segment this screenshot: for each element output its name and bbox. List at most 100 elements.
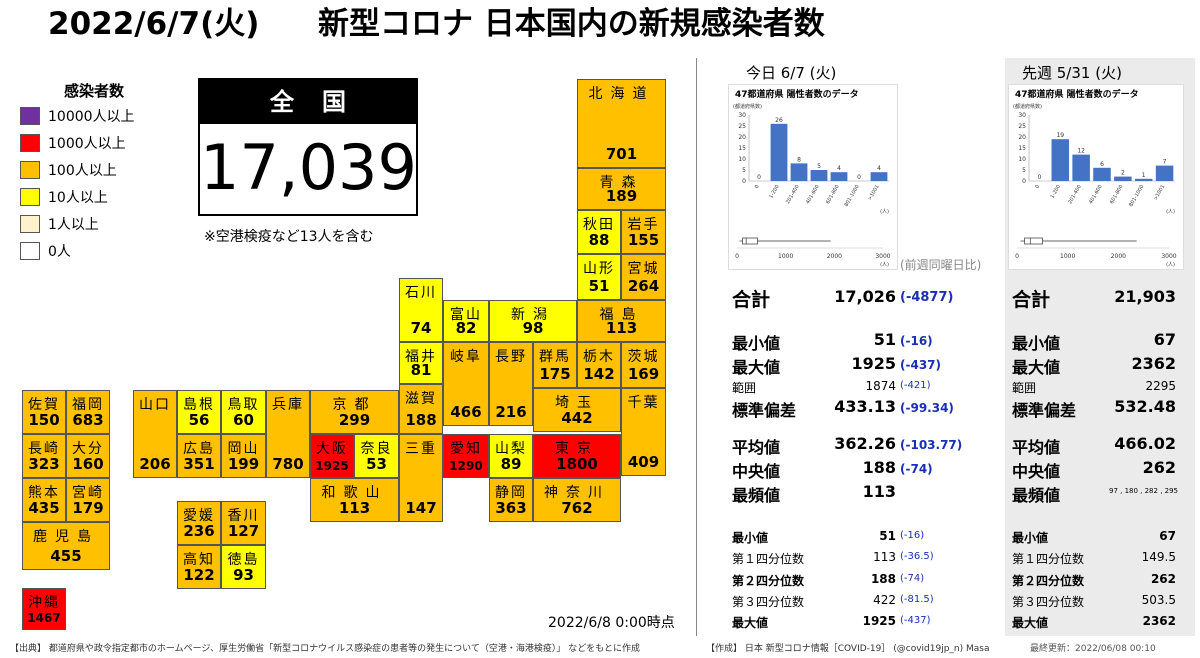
prefecture-value: 56 [188, 411, 210, 429]
prefecture-tile: 徳島 93 [221, 545, 266, 589]
prefecture-value: 780 [272, 455, 304, 473]
title-text: 新型コロナ 日本国内の新規感染者数 [318, 6, 825, 42]
today-median-label: 中央値 [732, 462, 781, 481]
last-week-header: 先週 5/31 (火) [1022, 64, 1122, 82]
comparison-label: (前週同曜日比) [900, 258, 982, 272]
prefecture-tile: 愛知 1290 [443, 434, 489, 478]
prefecture-name: 島根 [183, 397, 215, 413]
prefecture-value: 1290 [449, 459, 483, 473]
prefecture-tile: 島根 56 [177, 390, 221, 434]
prefecture-value: 363 [495, 499, 527, 517]
prefecture-name: 和歌山 [321, 485, 388, 501]
timestamp: 2022/6/8 0:00時点 [548, 615, 675, 631]
prefecture-name: 鳥取 [227, 397, 260, 413]
chart-xtick: 401-600 [1088, 184, 1104, 205]
today-q1-diff: (-36.5) [900, 551, 934, 562]
chart-data-label: 1 [1142, 172, 1146, 179]
lw-median-value: 262 [1142, 458, 1176, 477]
prefecture-tile: 兵庫 780 [266, 390, 310, 478]
prefecture-name: 山口 [139, 397, 171, 413]
chart-xlabel: (人) [1166, 209, 1175, 215]
today-total-value: 17,026 [834, 287, 896, 306]
lw-qmax-value: 2362 [1142, 614, 1176, 628]
lw-std-value: 532.48 [1114, 397, 1176, 416]
prefecture-value: 1467 [27, 611, 61, 625]
prefecture-tile: 三重 147 [399, 434, 443, 522]
prefecture-tile: 香川 127 [221, 501, 266, 545]
chart-ytick: 10 [738, 156, 746, 163]
today-mean-value: 362.26 [834, 434, 896, 453]
divider [696, 58, 697, 636]
chart-ytick: 20 [738, 134, 746, 141]
chart-data-label: 7 [1163, 159, 1167, 166]
prefecture-tile: 山形 51 [577, 254, 621, 300]
chart-ytick: 0 [1022, 178, 1026, 185]
today-mean-label: 平均値 [732, 438, 781, 457]
prefecture-value: 113 [605, 319, 638, 337]
prefecture-value: 74 [410, 319, 432, 337]
chart-bar [790, 163, 808, 181]
prefecture-tile: 青森 189 [577, 168, 666, 210]
prefecture-value: 150 [28, 411, 60, 429]
last-week-chart: 47都道府県 陽性者数のデータ (都道府県数) 0 5 10 15 20 25 30 0 0 19 1… [1008, 84, 1184, 270]
prefecture-name: 鹿児島 [33, 529, 99, 545]
prefecture-value: 762 [561, 499, 593, 517]
prefecture-tile: 京都 299 [310, 390, 399, 434]
prefecture-value: 142 [583, 365, 615, 383]
boxplot-box [742, 237, 758, 245]
prefecture-name: 大阪 [316, 441, 348, 457]
chart-ylabel: (都道府県数) [733, 103, 762, 110]
prefecture-name: 富山 [450, 307, 482, 323]
today-q1-value: 113 [873, 550, 896, 564]
today-q2-label: 第２四分位数 [732, 574, 805, 588]
prefecture-value: 264 [627, 277, 660, 295]
lw-min-label: 最小値 [1012, 334, 1061, 353]
prefecture-name: 奈良 [360, 441, 393, 457]
prefecture-value: 60 [233, 411, 254, 429]
prefecture-tile: 愛媛 236 [177, 501, 221, 545]
chart-data-label: 8 [797, 156, 801, 163]
prefecture-name: 山梨 [495, 441, 527, 457]
chart-data-label: 0 [1038, 174, 1042, 181]
legend-swatch [20, 107, 40, 125]
prefecture-value: 51 [588, 277, 610, 295]
lw-min-value: 67 [1153, 330, 1176, 349]
today-qmax-value: 1925 [862, 614, 896, 628]
prefecture-value: 466 [450, 403, 482, 421]
prefecture-name: 兵庫 [272, 397, 304, 413]
lw-std-label: 標準偏差 [1012, 401, 1077, 420]
prefecture-tile: 静岡 363 [489, 478, 533, 522]
lw-mean-value: 466.02 [1114, 434, 1176, 453]
prefecture-name: 埼玉 [555, 395, 599, 411]
prefecture-value: 323 [28, 455, 60, 473]
chart-xtick: 801-1000 [843, 184, 860, 208]
today-std-value: 433.13 [834, 397, 896, 416]
prefecture-name: 岐阜 [450, 349, 482, 365]
prefecture-value: 1925 [315, 459, 349, 473]
last-week-chart-title: 47都道府県 陽性者数のデータ [1015, 90, 1139, 100]
prefecture-tile: 千葉 409 [621, 388, 666, 476]
chart-xtick: 0 [1034, 184, 1041, 190]
prefecture-value: 199 [227, 455, 260, 473]
lw-mode-label: 最頻値 [1012, 486, 1061, 505]
chart-xlabel: (人) [880, 209, 889, 215]
today-range-value: 1874 [865, 379, 896, 393]
prefecture-value: 82 [455, 319, 477, 337]
prefecture-tile: 福岡 683 [66, 390, 110, 434]
today-max-label: 最大値 [732, 358, 781, 377]
prefecture-tile: 沖縄 1467 [22, 588, 66, 630]
legend-swatch [20, 215, 40, 233]
prefecture-name: 福島 [599, 307, 644, 323]
prefecture-tile: 滋賀 188 [399, 384, 443, 434]
today-qmin-diff: (-16) [900, 530, 925, 541]
boxplot-xtick: 2000 [827, 253, 842, 260]
lw-mean-label: 平均値 [1012, 438, 1061, 457]
chart-xtick: 201-400 [785, 184, 801, 205]
prefecture-tile: 佐賀 150 [22, 390, 66, 434]
legend-swatch [20, 188, 40, 206]
prefecture-tile: 宮城 264 [621, 254, 666, 300]
prefecture-name: 栃木 [583, 349, 615, 365]
legend-item: 10人以上 [20, 186, 108, 208]
lw-total-value: 21,903 [1114, 287, 1176, 306]
lw-max-label: 最大値 [1012, 358, 1061, 377]
